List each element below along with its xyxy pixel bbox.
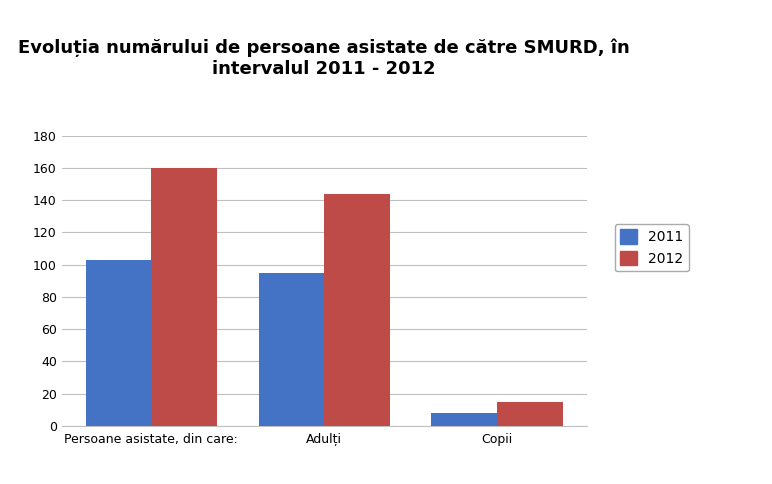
Bar xyxy=(432,413,497,426)
Bar xyxy=(86,260,151,426)
Bar xyxy=(151,168,217,426)
Bar xyxy=(497,402,563,426)
Text: Evoluția numărului de persoane asistate de către SMURD, în
intervalul 2011 - 201: Evoluția numărului de persoane asistate … xyxy=(19,39,630,78)
Legend: 2011, 2012: 2011, 2012 xyxy=(615,224,689,272)
Bar xyxy=(324,194,390,426)
Bar xyxy=(259,272,324,426)
